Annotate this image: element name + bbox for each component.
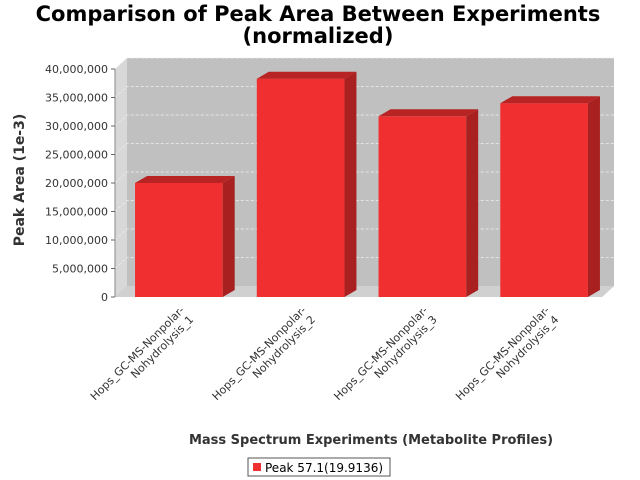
bar-top [378,109,479,117]
grid-line [114,86,614,98]
bars [135,71,600,297]
bar-side [466,109,479,297]
y-tick-label: 30,000,000 [45,120,108,133]
y-tick-label: 40,000,000 [45,63,108,76]
bar-side [222,176,235,297]
x-tick-label: Hops_GC-MS-Nonpolar-Nohydrolysis_3 [331,304,439,412]
bar [500,96,600,297]
bar [135,176,235,297]
y-tick-label: 25,000,000 [45,149,108,162]
grid-line [114,57,614,70]
legend-label: Peak 57.1(19.9136) [265,461,383,475]
bar-top [500,96,600,104]
bar-front [256,78,345,297]
y-tick-label: 5,000,000 [52,263,108,276]
bar [256,71,357,297]
bar [378,109,479,297]
y-tick-label: 20,000,000 [45,177,108,190]
chart-title-line1: Comparison of Peak Area Between Experime… [36,2,601,26]
legend-swatch [253,463,261,471]
legend: Peak 57.1(19.9136) [247,457,391,477]
bar-front [135,183,223,297]
y-axis: 0 5,000,000 10,000,000 15,000,000 20,000,000… [45,63,116,304]
y-tick-label: 10,000,000 [45,234,108,247]
bar-top [256,71,357,79]
bar-front [500,103,588,297]
plot-left-wall [115,58,127,297]
bar-side [344,71,357,297]
x-tick-label-line: Hops_GC-MS-Nonpolar- [210,304,309,403]
plot-floor-strip [115,286,614,297]
y-axis-label: Peak Area (1e-3) [12,114,28,247]
x-tick-label: Hops_GC-MS-Nonpolar-Nohydrolysis_4 [453,304,561,412]
x-tick-labels: Hops_GC-MS-Nonpolar-Nohydrolysis_1 Hops_G… [88,304,561,412]
x-axis-label: Mass Spectrum Experiments (Metabolite Pr… [189,433,553,448]
y-tick-label: 35,000,000 [45,92,108,105]
bar-top [135,176,235,183]
y-tick-label: 0 [101,291,108,304]
x-tick-label: Hops_GC-MS-Nonpolar-Nohydrolysis_2 [210,304,318,412]
bar-side [587,96,600,297]
x-tick-label-line: Hops_GC-MS-Nonpolar- [453,304,552,403]
x-tick-label-line: Hops_GC-MS-Nonpolar- [88,304,187,403]
bar-front [378,116,467,297]
legend-box [247,457,391,477]
x-tick-label-line: Hops_GC-MS-Nonpolar- [331,304,430,403]
x-tick-label: Hops_GC-MS-Nonpolar-Nohydrolysis_1 [88,304,196,412]
chart-title-line2: (normalized) [243,24,394,48]
y-tick-label: 15,000,000 [45,206,108,219]
